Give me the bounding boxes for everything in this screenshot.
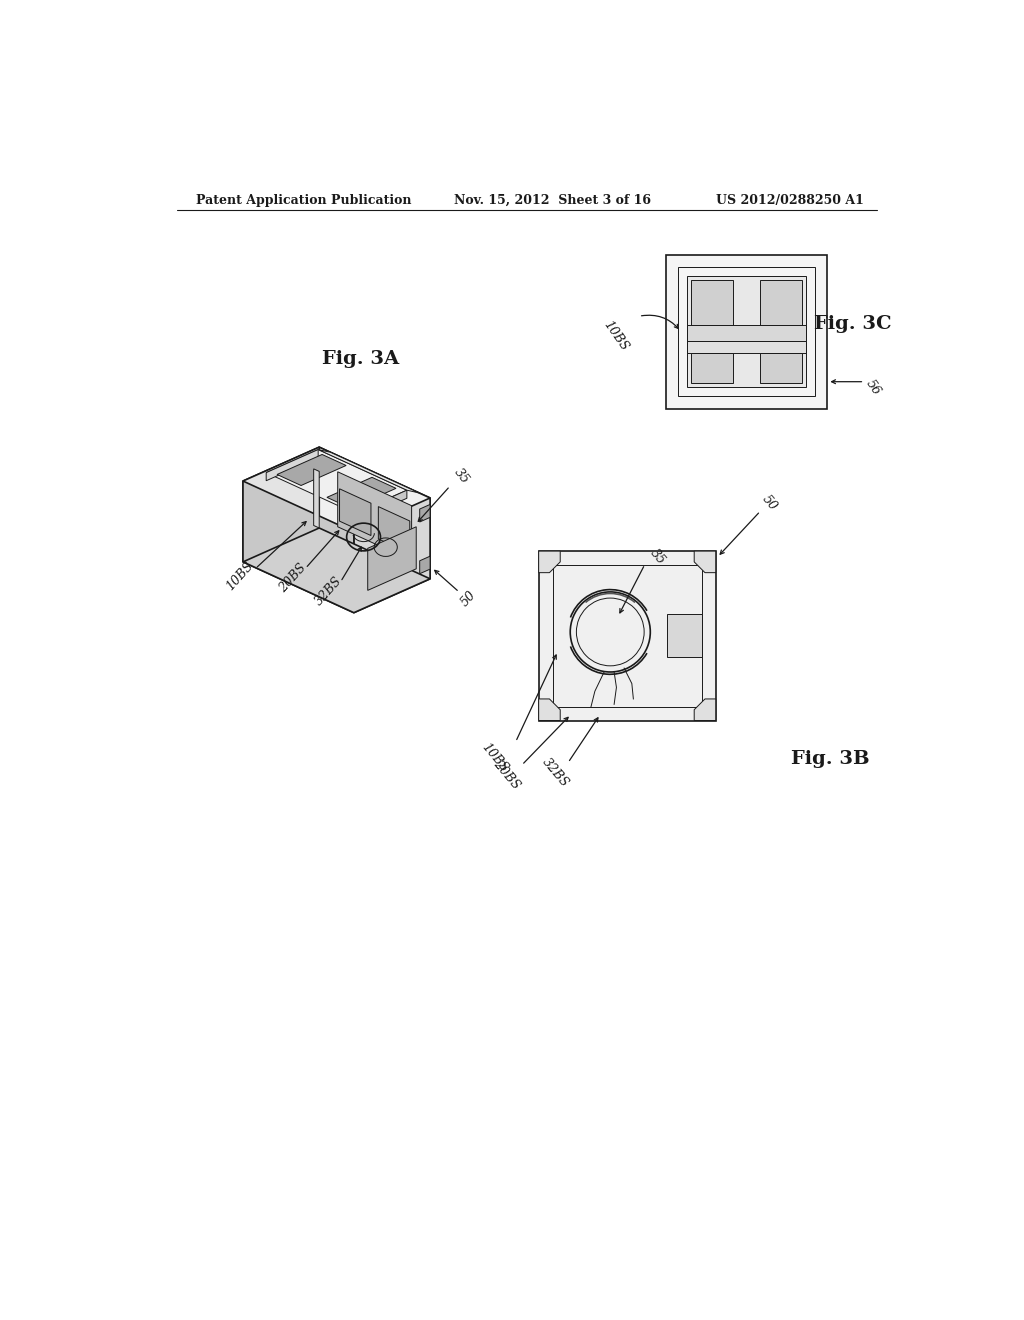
Polygon shape <box>340 488 371 536</box>
Polygon shape <box>761 280 802 326</box>
Polygon shape <box>687 341 806 354</box>
Polygon shape <box>354 498 430 612</box>
Polygon shape <box>278 454 346 486</box>
Text: 50: 50 <box>459 589 479 609</box>
Text: 35: 35 <box>452 466 472 486</box>
Polygon shape <box>378 507 410 553</box>
Text: Patent Application Publication: Patent Application Publication <box>196 194 412 207</box>
Polygon shape <box>368 527 416 590</box>
Polygon shape <box>539 552 560 573</box>
Polygon shape <box>420 556 430 574</box>
Polygon shape <box>319 447 430 579</box>
Text: 10BS: 10BS <box>223 560 256 594</box>
Text: 32BS: 32BS <box>312 574 345 609</box>
Polygon shape <box>420 504 430 521</box>
Polygon shape <box>327 478 396 508</box>
Polygon shape <box>243 528 430 612</box>
Polygon shape <box>694 700 716 721</box>
Text: Fig. 3B: Fig. 3B <box>792 750 869 768</box>
Text: 20BS: 20BS <box>276 561 309 594</box>
Polygon shape <box>313 469 319 528</box>
Text: Fig. 3C: Fig. 3C <box>814 315 892 333</box>
Polygon shape <box>691 280 733 326</box>
Polygon shape <box>243 480 354 612</box>
Text: 56: 56 <box>863 376 884 397</box>
Text: 32BS: 32BS <box>540 756 571 789</box>
Polygon shape <box>691 354 733 383</box>
Text: 50: 50 <box>760 494 780 513</box>
Polygon shape <box>666 255 827 409</box>
Text: 35: 35 <box>648 546 668 566</box>
Polygon shape <box>761 354 802 383</box>
Polygon shape <box>266 450 318 480</box>
Polygon shape <box>243 447 430 532</box>
Polygon shape <box>266 450 407 513</box>
Text: Nov. 15, 2012  Sheet 3 of 16: Nov. 15, 2012 Sheet 3 of 16 <box>454 194 651 207</box>
Text: Fig. 3A: Fig. 3A <box>322 350 398 367</box>
Text: 10BS: 10BS <box>479 741 511 775</box>
Polygon shape <box>355 490 407 521</box>
Polygon shape <box>539 552 716 721</box>
Text: 20BS: 20BS <box>490 758 522 792</box>
Polygon shape <box>687 276 806 387</box>
Polygon shape <box>338 471 412 561</box>
Polygon shape <box>539 700 560 721</box>
Polygon shape <box>694 552 716 573</box>
Text: 10BS: 10BS <box>601 318 631 352</box>
Text: US 2012/0288250 A1: US 2012/0288250 A1 <box>716 194 863 207</box>
Polygon shape <box>668 614 701 657</box>
Polygon shape <box>318 450 419 492</box>
Polygon shape <box>687 326 806 341</box>
Polygon shape <box>243 447 319 562</box>
